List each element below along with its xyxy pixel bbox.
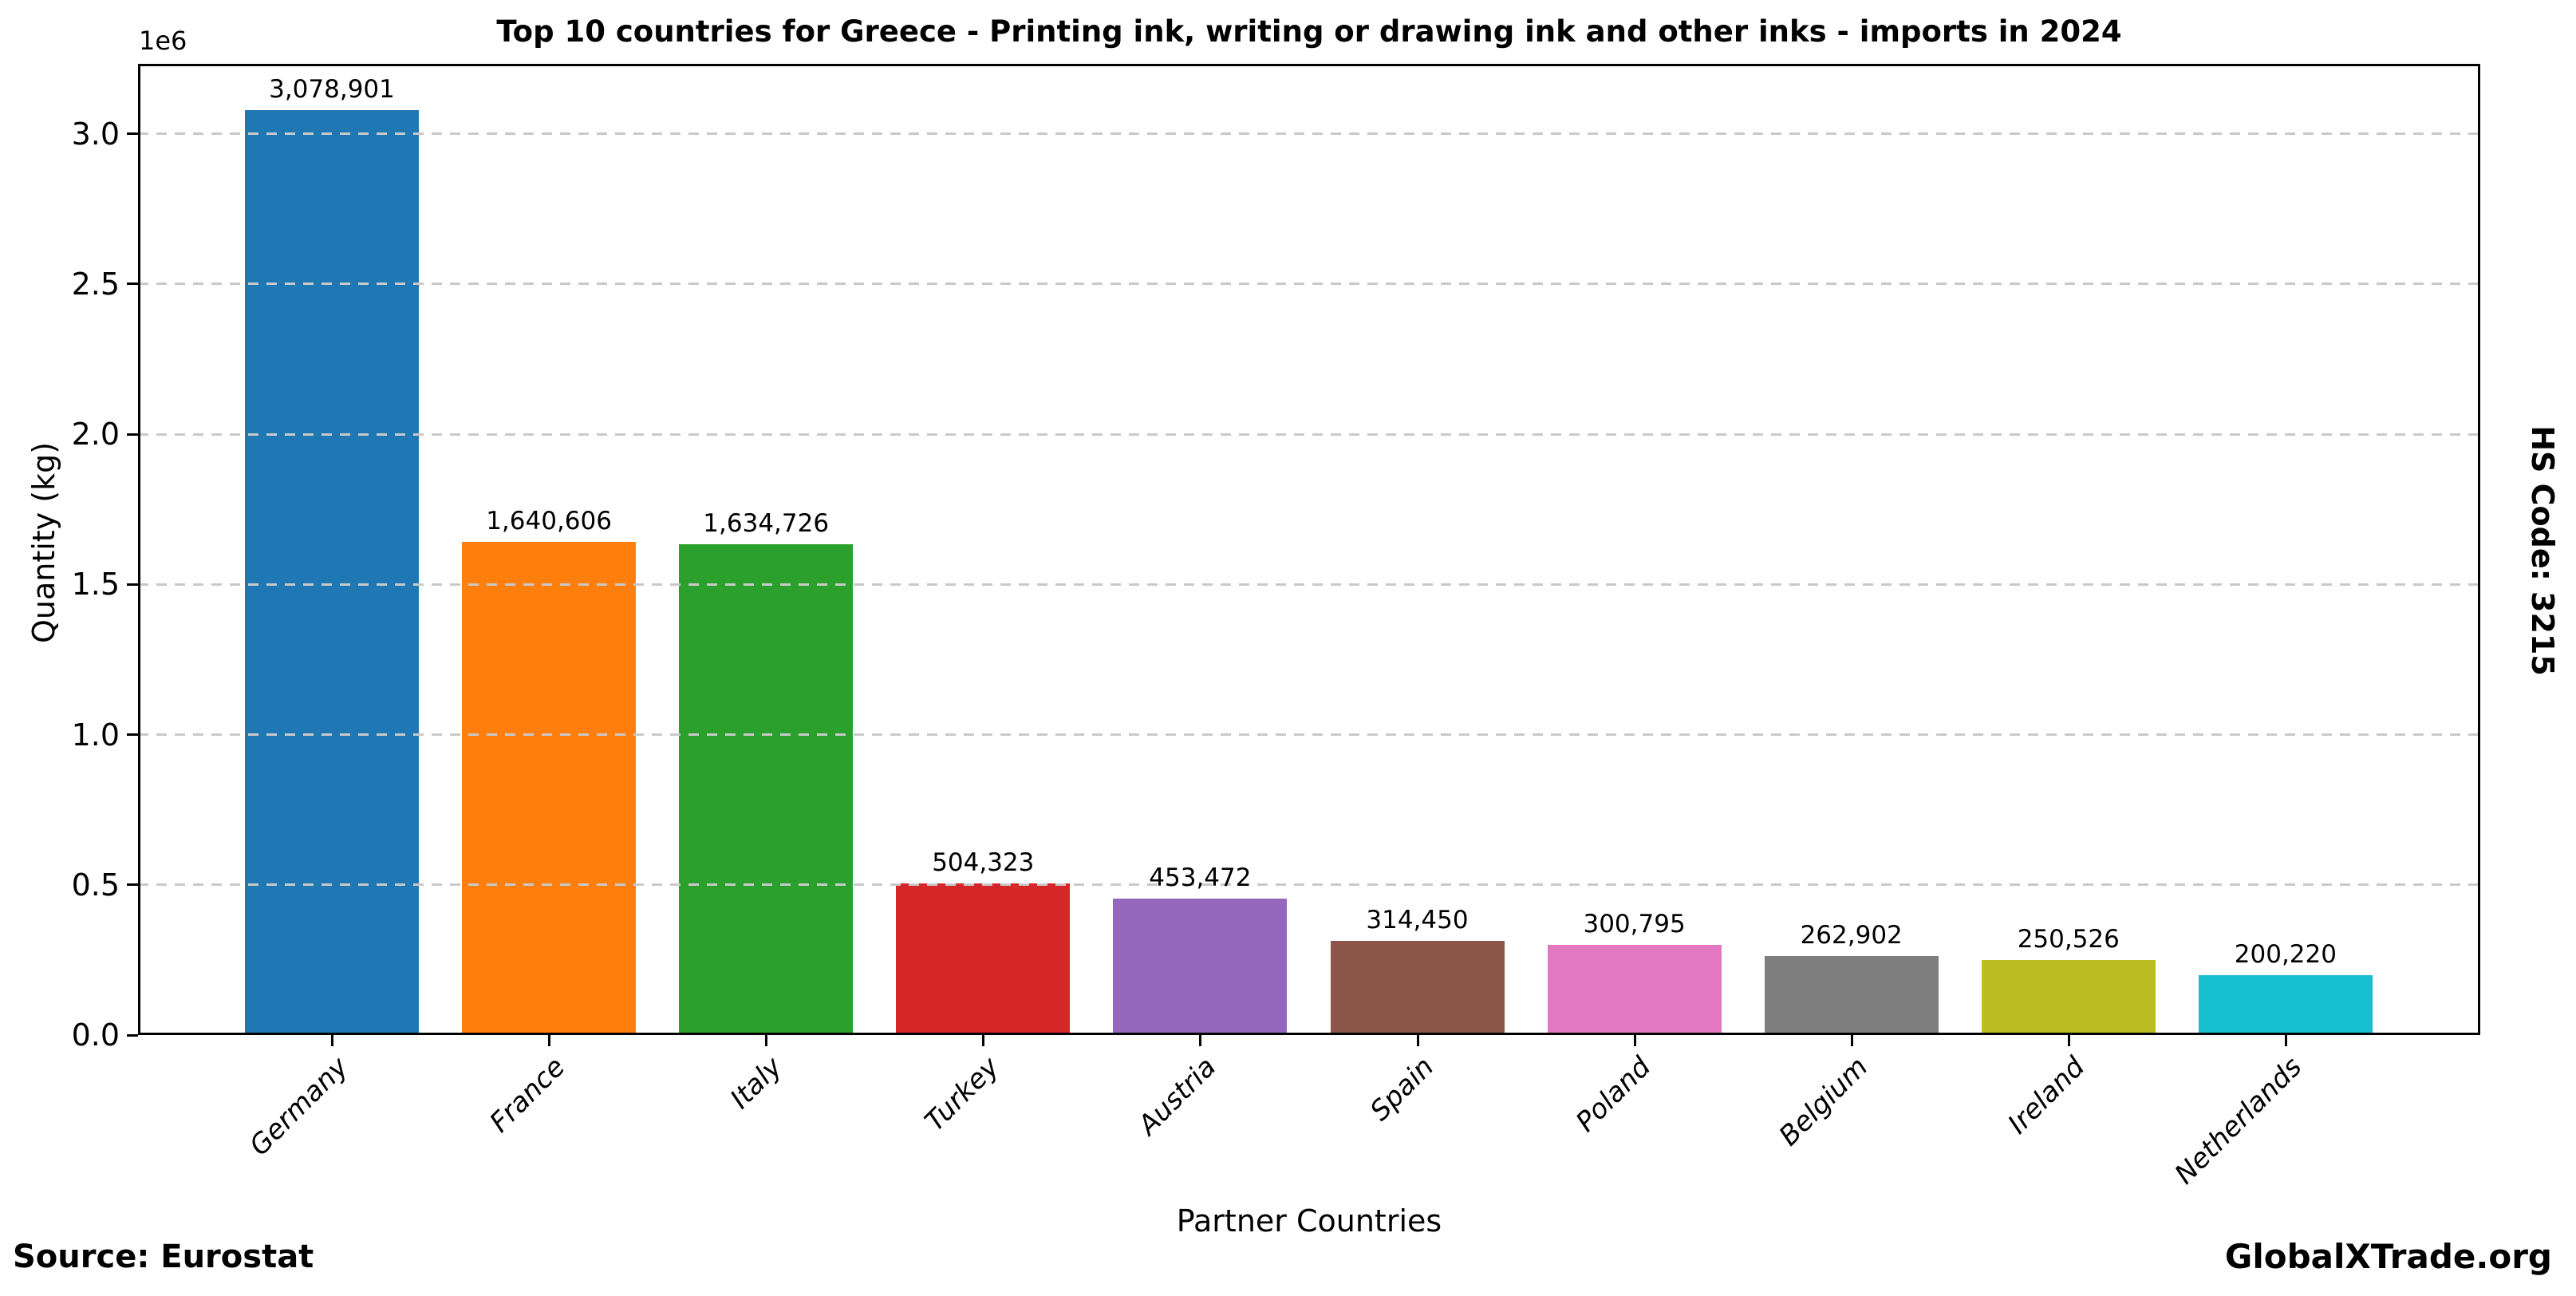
bar [1764,956,1939,1035]
x-tick-label: Germany [243,1051,355,1163]
plot-area: 0.0 0.5 1.0 1.5 2.0 2.5 3.0 3,078,901 Germany 1,6… [72,64,2480,1191]
y-axis-title-text: Quantity (kg) [26,441,61,644]
y-tick-label: 0.0 [71,1017,120,1053]
bar [1113,899,1288,1035]
y-tick-label: 1.0 [71,717,120,753]
y-tick-label: 1.5 [71,567,120,603]
x-axis-title: Partner Countries [1176,1203,1442,1239]
x-tick-mark [982,1035,985,1046]
y-tick-mark [127,1033,138,1037]
x-tick-label: France [483,1051,572,1139]
bar-value-label: 300,795 [1583,909,1686,938]
bar [896,883,1071,1035]
bar [245,110,419,1035]
x-tick-mark [331,1035,333,1046]
bar [1330,940,1505,1035]
x-tick-mark [2067,1035,2070,1046]
y-tick-label: 0.5 [71,867,120,903]
bar-value-label: 314,450 [1366,905,1469,934]
y-tick-mark [127,132,138,136]
y-tick-mark [127,883,138,887]
x-tick-mark [1416,1035,1419,1046]
bar-value-label: 1,634,726 [703,508,830,538]
y-tick-label: 2.0 [71,417,120,452]
bar [679,543,854,1035]
x-tick-label: Belgium [1773,1051,1874,1152]
y-tick-mark [127,583,138,586]
x-tick-mark [548,1035,551,1046]
y-tick-label: 3.0 [71,116,120,152]
x-tick-mark [1199,1035,1202,1046]
chart-title: Top 10 countries for Greece - Printing i… [496,14,2122,49]
x-tick-label: Poland [1569,1051,1657,1139]
bar-value-label: 504,323 [932,848,1035,878]
x-tick-label: Ireland [2002,1051,2092,1140]
bar-value-label: 1,640,606 [486,507,612,536]
bar-value-label: 200,220 [2234,939,2337,969]
y-gridline [138,132,2480,136]
y-gridline [138,433,2480,436]
bar-value-label: 453,472 [1149,863,1252,893]
x-tick-label: Austria [1132,1051,1223,1142]
y-gridline [138,883,2480,887]
bar [1547,944,1722,1035]
x-tick-label: Netherlands [2168,1051,2309,1191]
bar [1981,959,2156,1035]
bar [462,542,637,1035]
hs-code-label-text: HS Code: 3215 [2525,425,2560,676]
x-tick-label: Turkey [918,1051,1006,1138]
brand-label: GlobalXTrade.org [2224,1237,2552,1276]
bar [2198,974,2373,1035]
x-tick-mark [765,1035,768,1046]
source-label: Source: Eurostat [13,1239,314,1275]
y-gridline [138,733,2480,737]
y-tick-label: 2.5 [71,266,120,302]
bar-value-label: 262,902 [1800,921,1903,950]
y-tick-mark [127,733,138,737]
bar-value-label: 250,526 [2017,924,2120,954]
x-tick-mark [1633,1035,1636,1046]
y-tick-mark [127,283,138,286]
y-axis-offset-label: 1e6 [139,26,187,56]
y-gridline [138,583,2480,586]
bar-value-label: 3,078,901 [269,75,395,105]
y-gridline [138,283,2480,286]
x-tick-mark [1850,1035,1853,1046]
y-tick-mark [127,433,138,436]
x-tick-mark [2284,1035,2287,1046]
x-tick-label: Spain [1363,1051,1440,1128]
x-tick-label: Italy [724,1051,789,1116]
